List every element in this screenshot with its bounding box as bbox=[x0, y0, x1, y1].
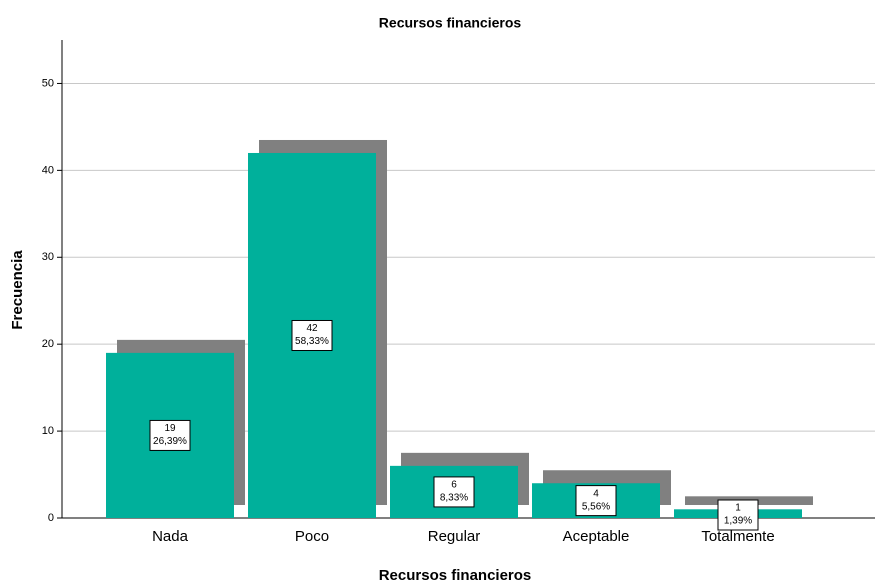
y-tick-label: 0 bbox=[48, 512, 54, 524]
data-label-percent: 26,39% bbox=[153, 436, 187, 447]
data-label-box bbox=[149, 419, 191, 451]
data-label-percent: 8,33% bbox=[440, 493, 468, 504]
x-tick-label: Regular bbox=[428, 528, 481, 545]
data-label-count: 42 bbox=[306, 323, 318, 334]
y-tick-label: 30 bbox=[42, 251, 54, 263]
data-label-box bbox=[433, 476, 475, 508]
x-tick-label: Poco bbox=[295, 528, 329, 545]
data-label-count: 1 bbox=[735, 503, 741, 514]
x-tick-label: Totalmente bbox=[701, 528, 774, 545]
data-label-count: 4 bbox=[593, 488, 599, 499]
data-label-box bbox=[575, 485, 617, 517]
y-tick-label: 50 bbox=[42, 77, 54, 89]
data-label-percent: 58,33% bbox=[295, 336, 329, 347]
y-tick-label: 20 bbox=[42, 338, 54, 350]
data-label-percent: 5,56% bbox=[582, 501, 610, 512]
x-tick-label: Aceptable bbox=[563, 528, 630, 545]
data-label-count: 19 bbox=[164, 423, 176, 434]
y-tick-label: 10 bbox=[42, 425, 54, 437]
data-label-box bbox=[291, 319, 333, 351]
x-axis-label: Recursos financieros bbox=[379, 567, 532, 584]
chart-title: Recursos financieros bbox=[379, 15, 522, 31]
data-label-count: 6 bbox=[451, 480, 457, 491]
y-axis-label: Frecuencia bbox=[9, 250, 26, 330]
data-label-percent: 1,39% bbox=[724, 516, 752, 527]
y-tick-label: 40 bbox=[42, 164, 54, 176]
data-label-box bbox=[717, 499, 759, 531]
x-tick-label: Nada bbox=[152, 528, 189, 545]
